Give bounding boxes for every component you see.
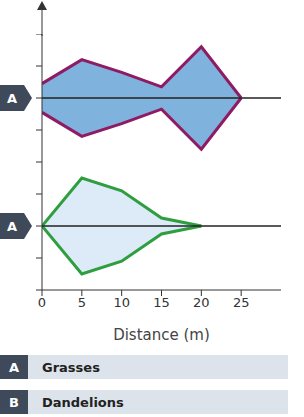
svg-text:0: 0 (38, 295, 46, 310)
html-text:Dandelions: Dandelions (42, 394, 124, 410)
svg-text:A: A (8, 219, 17, 234)
html-text:A: A (9, 359, 19, 375)
svg-text:5: 5 (78, 295, 86, 310)
svg-text:25: 25 (233, 295, 250, 310)
svg-text:10: 10 (113, 295, 130, 310)
svg-text:20: 20 (193, 295, 210, 310)
html-text:B: B (9, 394, 19, 410)
svg-text:Distance (m): Distance (m) (113, 326, 210, 342)
svg-text:15: 15 (153, 295, 170, 310)
html-text:Grasses: Grasses (42, 359, 100, 375)
svg-text:A: A (8, 91, 17, 106)
